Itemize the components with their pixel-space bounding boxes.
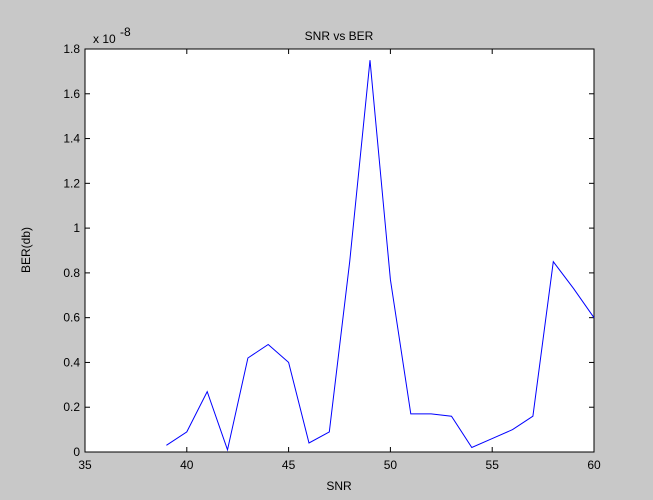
x-axis-label: SNR bbox=[326, 479, 352, 493]
y-axis-ticks: 0 0.2 0.4 0.6 0.8 1 1.2 1.4 1.6 1.8 bbox=[63, 42, 594, 459]
series-line bbox=[166, 60, 595, 452]
y-tick-label: 1.2 bbox=[63, 176, 80, 190]
x-tick-label: 35 bbox=[78, 458, 92, 472]
y-axis-label: BER(db) bbox=[19, 227, 33, 273]
y-tick-label: 0.4 bbox=[63, 355, 80, 369]
x-tick-label: 60 bbox=[587, 458, 601, 472]
y-tick-label: 0.8 bbox=[63, 266, 80, 280]
y-tick-label: 1.8 bbox=[63, 42, 80, 56]
y-tick-label: 0.2 bbox=[63, 400, 80, 414]
x-tick-label: 40 bbox=[180, 458, 194, 472]
y-tick-label: 0.6 bbox=[63, 311, 80, 325]
plot-area bbox=[84, 48, 595, 453]
y-tick-label: 1 bbox=[73, 221, 80, 235]
x-tick-label: 45 bbox=[282, 458, 296, 472]
y-tick-label: 1.4 bbox=[63, 132, 80, 146]
y-tick-label: 0 bbox=[73, 445, 80, 459]
y-exponent-label: x 10 bbox=[93, 32, 116, 46]
y-exponent-power: -8 bbox=[120, 25, 131, 39]
y-tick-label: 1.6 bbox=[63, 87, 80, 101]
series-layer bbox=[166, 60, 595, 452]
x-axis-ticks: 35 40 45 50 55 60 bbox=[78, 49, 601, 472]
y-exponent-base: x 10 bbox=[93, 32, 116, 46]
x-tick-label: 50 bbox=[384, 458, 398, 472]
x-tick-label: 55 bbox=[486, 458, 500, 472]
chart-title: SNR vs BER bbox=[305, 29, 374, 43]
